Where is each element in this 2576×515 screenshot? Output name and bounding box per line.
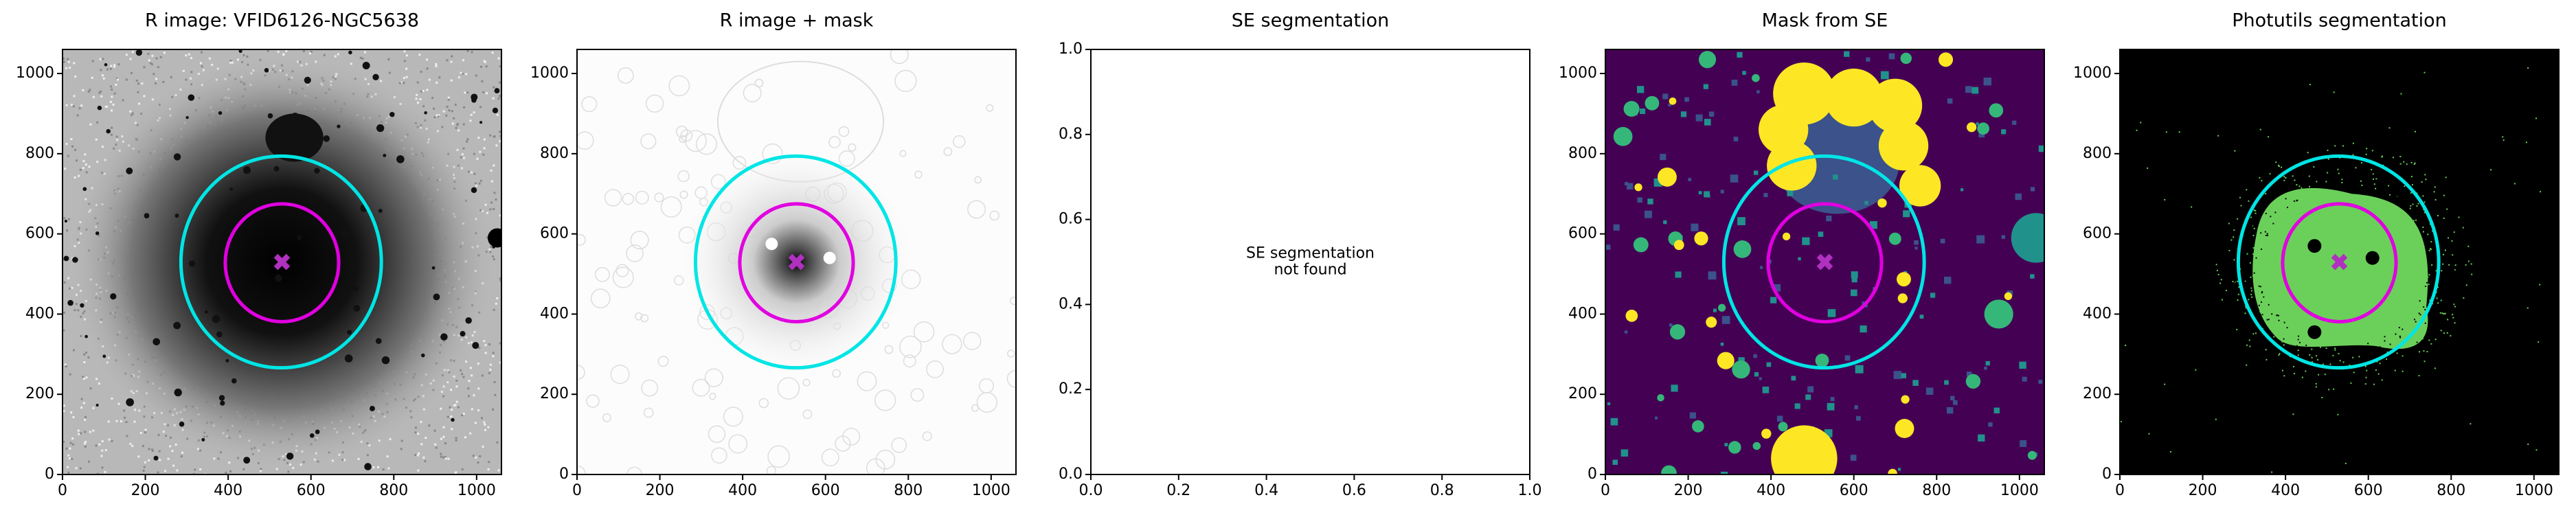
- aperture-ellipse: [738, 202, 855, 324]
- panel-title: SE segmentation: [1232, 10, 1389, 32]
- aperture-ellipse: [223, 202, 341, 324]
- x-tick-label: 600: [811, 482, 840, 499]
- y-tick-label: 0: [45, 466, 54, 483]
- aperture-ellipse: [1766, 202, 1884, 324]
- y-tick-label: 200: [540, 385, 569, 402]
- x-tick-label: 400: [728, 482, 757, 499]
- y-tick-label: 1000: [1559, 65, 1597, 82]
- y-tick-label: 0: [559, 466, 569, 483]
- x-tick-label: 0: [572, 482, 582, 499]
- y-tick-label: 600: [540, 225, 569, 242]
- x-tick-label: 800: [379, 482, 408, 499]
- y-tick-label: 200: [1568, 385, 1597, 402]
- x-tick-label: 400: [2271, 482, 2300, 499]
- x-tick-label: 600: [1840, 482, 1868, 499]
- x-tick-label: 0.6: [1342, 482, 1366, 499]
- y-tick-label: 800: [1568, 145, 1597, 162]
- center-marker: [2331, 253, 2348, 271]
- x-tick-label: 200: [131, 482, 160, 499]
- annotation: not found: [1274, 262, 1346, 279]
- x-tick-label: 800: [894, 482, 923, 499]
- panel-title: R image + mask: [720, 10, 874, 32]
- x-tick-label: 1.0: [1518, 482, 1542, 499]
- x-tick-label: 1000: [972, 482, 1010, 499]
- y-tick-label: 0.4: [1059, 295, 1083, 312]
- x-tick-label: 400: [1756, 482, 1785, 499]
- y-tick-label: 200: [25, 385, 54, 402]
- x-tick-label: 0.0: [1079, 482, 1103, 499]
- aperture-ellipse: [693, 154, 898, 370]
- center-marker: [273, 253, 291, 271]
- mask-blob: [1767, 141, 1817, 191]
- mask-blob: [1824, 68, 1883, 127]
- y-tick-label: 800: [25, 145, 54, 162]
- aperture-ellipse: [1721, 154, 1926, 370]
- x-tick-label: 400: [214, 482, 242, 499]
- x-tick-label: 200: [2189, 482, 2217, 499]
- x-tick-label: 0.2: [1166, 482, 1190, 499]
- x-tick-label: 0: [2115, 482, 2125, 499]
- aperture-ellipse: [179, 154, 383, 370]
- y-tick-label: 0.0: [1059, 466, 1083, 483]
- y-tick-label: 600: [2083, 225, 2112, 242]
- mask-blob: [1771, 425, 1838, 474]
- y-tick-label: 600: [25, 225, 54, 242]
- segment: [2252, 187, 2428, 350]
- axes-frame: [62, 49, 502, 475]
- annotation: SE segmentation: [1246, 245, 1375, 262]
- y-tick-label: 0: [1588, 466, 1597, 483]
- x-tick-label: 1000: [457, 482, 496, 499]
- panel: Mask from SE 0 200 400 600 800 1000 0 200 400 600 8…: [1559, 10, 2045, 499]
- x-tick-label: 200: [1674, 482, 1703, 499]
- y-tick-label: 1000: [530, 65, 569, 82]
- y-tick-label: 0.6: [1059, 211, 1083, 228]
- y-tick-label: 400: [25, 305, 54, 322]
- axes-frame: [1090, 49, 1530, 475]
- y-tick-label: 1000: [16, 65, 54, 82]
- blob: [265, 113, 324, 162]
- x-tick-label: 1000: [2000, 482, 2039, 499]
- panel: Photutils segmentation 0 200 400 600 800 1000 0…: [2073, 10, 2560, 499]
- image-area: [1605, 49, 2044, 474]
- y-tick-label: 1.0: [1059, 41, 1083, 58]
- x-tick-label: 600: [2354, 482, 2383, 499]
- axes-frame: [2119, 49, 2560, 475]
- axes-frame: [576, 49, 1017, 475]
- center-marker: [1816, 253, 1833, 271]
- y-tick-label: 0: [2102, 466, 2112, 483]
- y-tick-label: 200: [2083, 385, 2112, 402]
- y-tick-label: 400: [540, 305, 569, 322]
- mask-blob: [1878, 120, 1929, 171]
- panel-title: Photutils segmentation: [2232, 10, 2447, 32]
- center-marker: [788, 253, 805, 271]
- panel: R image + mask 0 200 400 600 800 1000 0 200 400 60…: [530, 10, 1017, 499]
- aperture-ellipse: [2281, 202, 2398, 324]
- aperture-ellipse: [2236, 154, 2441, 370]
- y-tick-label: 400: [2083, 305, 2112, 322]
- x-tick-label: 800: [2437, 482, 2465, 499]
- x-tick-label: 0: [58, 482, 67, 499]
- panel-title: R image: VFID6126-NGC5638: [145, 10, 419, 32]
- y-tick-label: 0.8: [1059, 126, 1083, 143]
- y-tick-label: 800: [2083, 145, 2112, 162]
- panel: R image: VFID6126-NGC5638 0 200 400 600 800 10…: [16, 10, 502, 499]
- y-tick-label: 600: [1568, 225, 1597, 242]
- mask-blob: [1899, 165, 1941, 207]
- mask-blob: [1868, 78, 1923, 133]
- x-tick-label: 0: [1601, 482, 1610, 499]
- x-tick-label: 0.8: [1430, 482, 1454, 499]
- x-tick-label: 800: [1922, 482, 1951, 499]
- x-tick-label: 200: [646, 482, 675, 499]
- x-tick-label: 1000: [2515, 482, 2553, 499]
- panel-title: Mask from SE: [1762, 10, 1888, 32]
- x-tick-label: 600: [297, 482, 326, 499]
- y-tick-label: 400: [1568, 305, 1597, 322]
- y-tick-label: 800: [540, 145, 569, 162]
- x-tick-label: 0.4: [1254, 482, 1278, 499]
- y-tick-label: 1000: [2073, 65, 2112, 82]
- axes-frame: [1605, 49, 2045, 475]
- y-tick-label: 0.2: [1059, 380, 1083, 398]
